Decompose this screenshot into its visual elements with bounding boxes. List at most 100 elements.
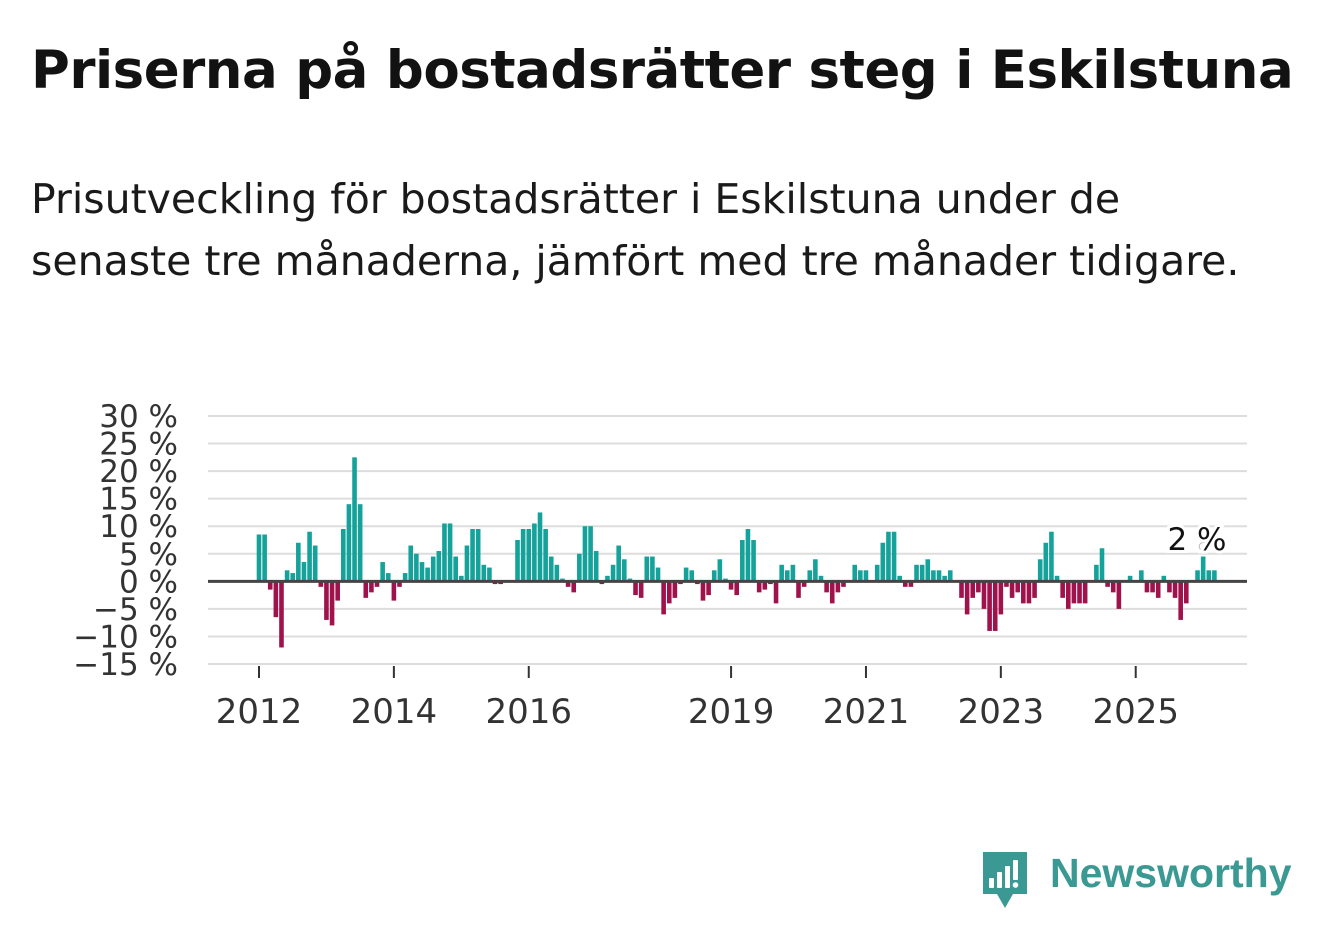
chart-title: Priserna på bostadsrätter steg i Eskilst… bbox=[31, 40, 1294, 101]
bars bbox=[256, 457, 1217, 648]
bar bbox=[942, 575, 947, 582]
bar bbox=[1015, 581, 1020, 593]
bar bbox=[296, 542, 301, 582]
bar bbox=[1178, 581, 1183, 620]
bar bbox=[813, 559, 818, 582]
bar bbox=[565, 581, 571, 587]
bar bbox=[335, 581, 340, 601]
bar bbox=[357, 504, 363, 582]
bar bbox=[459, 575, 464, 582]
bar bbox=[397, 581, 402, 587]
bar bbox=[914, 564, 919, 582]
bar bbox=[880, 542, 886, 582]
bar bbox=[689, 570, 695, 582]
grid-lines bbox=[208, 415, 1247, 665]
bar bbox=[622, 559, 627, 582]
bar bbox=[453, 556, 458, 582]
bar bbox=[1065, 581, 1071, 609]
bar bbox=[543, 528, 548, 582]
bar bbox=[515, 540, 520, 582]
bar bbox=[279, 581, 284, 648]
bar bbox=[307, 531, 312, 582]
bar bbox=[835, 581, 841, 593]
bar bbox=[324, 581, 329, 620]
bar bbox=[897, 575, 902, 582]
x-tick-label: 2019 bbox=[688, 692, 775, 732]
bar bbox=[312, 545, 318, 582]
bar bbox=[1077, 581, 1082, 604]
bar bbox=[616, 545, 621, 582]
bar bbox=[588, 526, 593, 582]
bar bbox=[414, 553, 419, 582]
bar bbox=[487, 567, 492, 582]
bar bbox=[711, 570, 717, 582]
bar bbox=[475, 528, 481, 582]
bar bbox=[442, 523, 447, 582]
bar bbox=[947, 570, 953, 582]
bar bbox=[863, 570, 869, 582]
bar bbox=[964, 581, 970, 615]
bar bbox=[526, 528, 532, 582]
bar bbox=[728, 581, 734, 590]
bar bbox=[751, 540, 756, 582]
x-tick-label: 2014 bbox=[351, 692, 438, 732]
bar bbox=[273, 581, 279, 618]
bar bbox=[886, 531, 891, 582]
bar bbox=[436, 551, 442, 582]
bar bbox=[571, 581, 577, 593]
bar bbox=[1026, 581, 1032, 604]
bar bbox=[1054, 575, 1060, 582]
bar bbox=[762, 581, 768, 590]
bar bbox=[998, 581, 1004, 615]
bar bbox=[481, 564, 487, 582]
y-tick-label: 20 % bbox=[99, 454, 178, 490]
bar bbox=[959, 581, 964, 598]
bar bbox=[520, 528, 526, 582]
bar bbox=[807, 570, 813, 582]
labels: 30 %25 %20 %15 %10 %5 %0 %−5 %−10 %−15 %… bbox=[73, 399, 1229, 732]
bar bbox=[1172, 581, 1178, 598]
chart-subtitle: Prisutveckling för bostadsrätter i Eskil… bbox=[31, 175, 1240, 285]
bar bbox=[1150, 581, 1155, 593]
x-tick-label: 2016 bbox=[485, 692, 572, 732]
annotation-marker bbox=[1198, 542, 1208, 552]
bar bbox=[425, 567, 430, 582]
y-tick-label: 5 % bbox=[119, 537, 178, 573]
bar bbox=[447, 523, 453, 582]
bar bbox=[346, 504, 352, 582]
bar bbox=[554, 564, 560, 582]
axes bbox=[208, 579, 1247, 678]
bar bbox=[380, 562, 385, 582]
bar bbox=[824, 581, 829, 593]
bar bbox=[1021, 581, 1026, 604]
bar bbox=[858, 570, 863, 582]
bar bbox=[408, 545, 414, 582]
bar bbox=[706, 581, 711, 596]
bar bbox=[577, 553, 582, 582]
y-tick-label: −15 % bbox=[73, 647, 178, 683]
bar bbox=[756, 581, 762, 593]
bar bbox=[700, 581, 706, 601]
y-tick-label: 15 % bbox=[99, 482, 178, 518]
bar bbox=[374, 581, 380, 587]
bar bbox=[1004, 581, 1009, 587]
bar bbox=[290, 573, 296, 582]
bar bbox=[1105, 581, 1110, 587]
bar bbox=[430, 556, 436, 582]
bar bbox=[745, 528, 751, 582]
bar bbox=[650, 556, 655, 582]
bar bbox=[717, 559, 723, 582]
bar bbox=[841, 581, 846, 587]
bar bbox=[593, 551, 599, 582]
bar bbox=[329, 581, 335, 626]
y-tick-label: 0 % bbox=[119, 564, 178, 600]
y-tick-label: 10 % bbox=[99, 509, 178, 545]
bar bbox=[1144, 581, 1150, 593]
bar bbox=[987, 581, 992, 631]
x-tick-label: 2012 bbox=[216, 692, 303, 732]
bar bbox=[655, 567, 661, 582]
bar bbox=[1161, 575, 1167, 582]
bar bbox=[391, 581, 397, 601]
bar bbox=[773, 581, 779, 604]
y-tick-label: −10 % bbox=[73, 619, 178, 655]
